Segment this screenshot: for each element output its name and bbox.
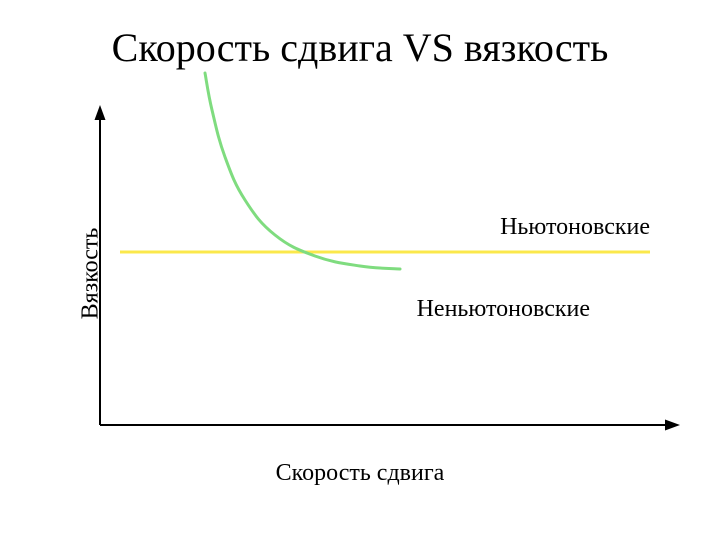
legend-non-newtonian: Неньютоновские: [417, 296, 590, 323]
legend-newtonian: Ньютоновские: [500, 214, 650, 241]
x-axis-label: Скорость сдвига: [0, 460, 720, 487]
chart-container: Скорость сдвига VS вязкость Вязкость Нью…: [0, 0, 720, 540]
chart-title: Скорость сдвига VS вязкость: [0, 24, 720, 71]
chart-svg: [100, 115, 670, 425]
plot-area: [100, 115, 670, 425]
